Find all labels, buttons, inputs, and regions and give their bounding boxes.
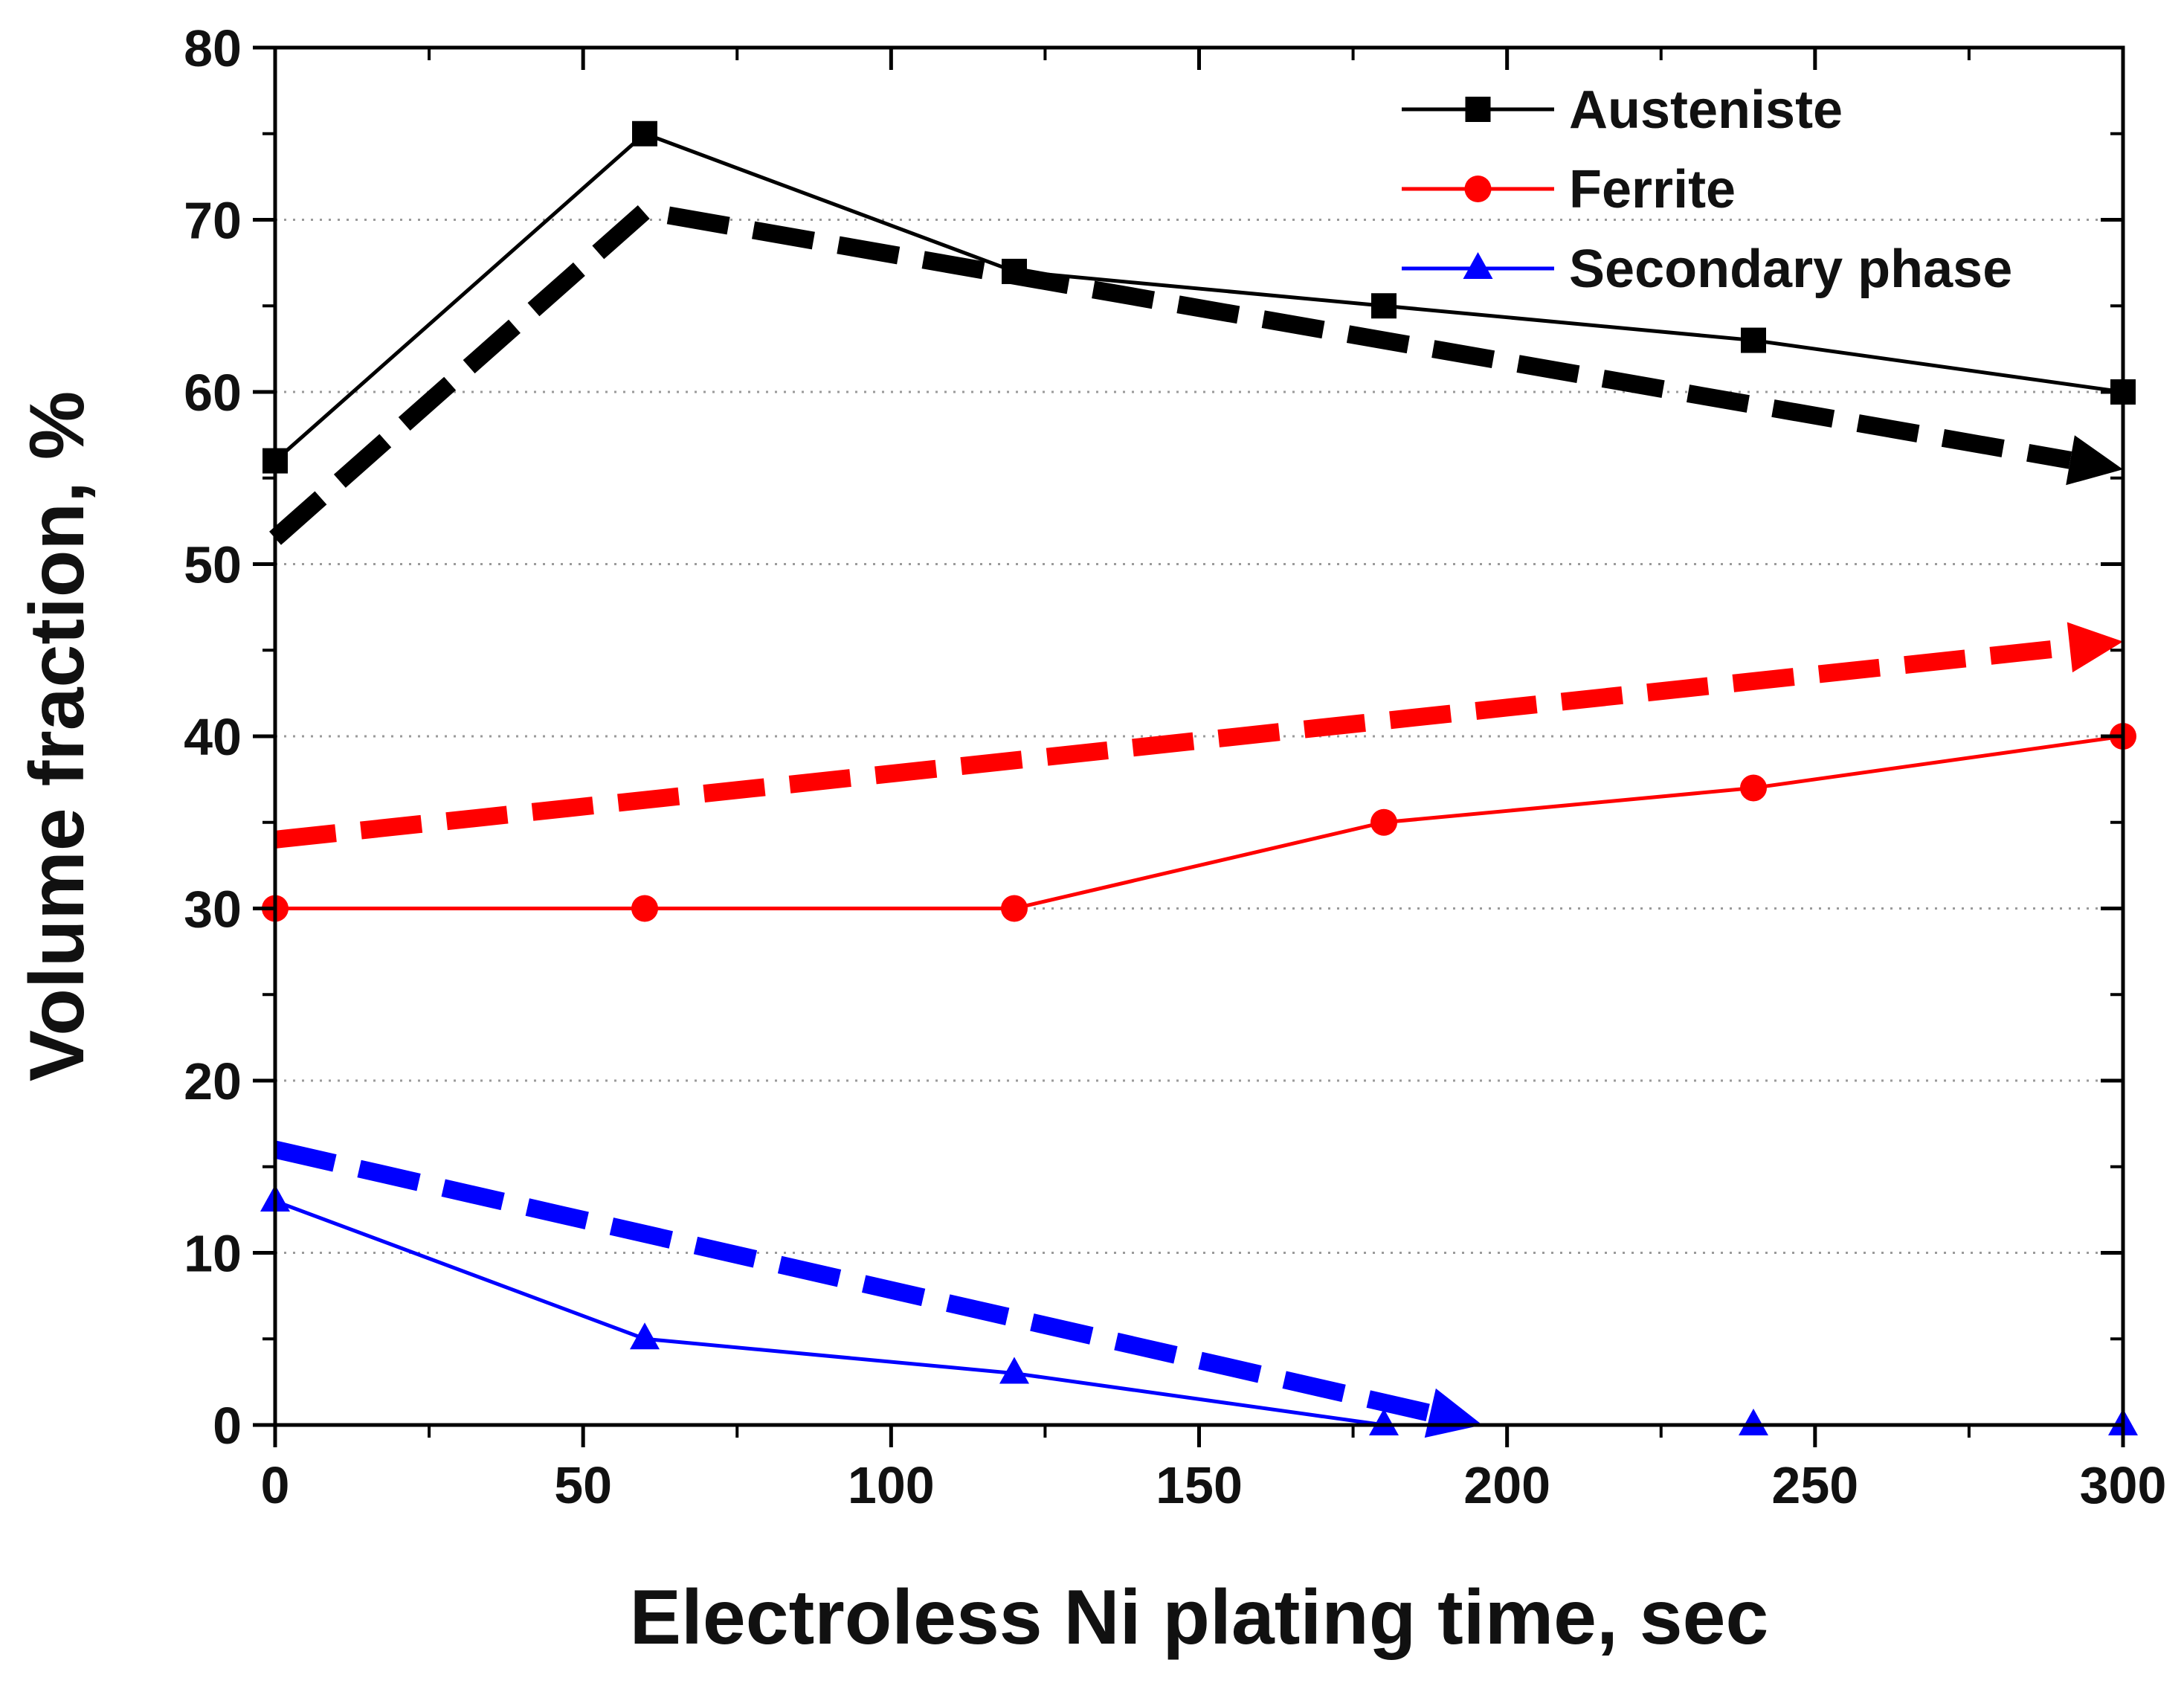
data-point-2 [1739,1409,1768,1435]
trend-arrow-head-0 [2066,435,2123,486]
trend-arrow-head-1 [2067,622,2123,673]
y-tick-label: 50 [184,536,242,594]
series-line-2 [274,1199,2123,1427]
legend-label-0: Austeniste [1569,80,1843,140]
trend-arrow-head-2 [1424,1388,1483,1438]
x-tick-label: 100 [848,1456,935,1514]
legend-label-1: Ferrite [1569,160,1736,219]
data-point-2 [1369,1409,1399,1435]
axis-ticks: 0 50 100 150 200 250 300 0 10 20 30 40 50 60 70 80 [184,19,2166,1514]
legend: Austeniste Ferrite Secondary phase [1402,80,2012,299]
data-point-0 [1002,258,1027,284]
x-tick-label: 150 [1156,1456,1243,1514]
legend-marker-1 [1464,176,1492,202]
data-point-0 [1741,327,1766,353]
series-1 [262,723,2136,922]
y-tick-label: 0 [213,1397,242,1455]
series-line-1 [275,734,2124,910]
x-tick-label: 0 [261,1456,290,1514]
x-tick-label: 250 [1771,1456,1858,1514]
data-point-1 [1001,895,1028,922]
y-tick-label: 20 [184,1052,242,1110]
series-2 [260,1185,2138,1435]
data-point-0 [632,120,657,147]
data-point-0 [1371,293,1397,319]
y-tick-label: 40 [184,708,242,766]
x-tick-label: 50 [554,1456,612,1514]
data-point-2 [630,1322,660,1350]
series-line-0 [274,131,2124,463]
y-axis-title: Volume fraction, % [14,391,100,1081]
data-point-2 [999,1357,1029,1384]
y-tick-label: 30 [184,881,242,939]
legend-label-2: Secondary phase [1569,239,2012,299]
y-tick-label: 60 [184,364,242,422]
trend-arrow-line-1 [274,638,2071,849]
y-tick-label: 70 [184,192,242,250]
x-tick-label: 200 [1463,1456,1550,1514]
data-point-1 [631,895,658,922]
data-point-1 [1740,774,1767,802]
y-tick-label: 80 [184,19,242,77]
legend-marker-0 [1465,97,1491,122]
legend-marker-2 [1463,252,1493,279]
x-axis-title: Electroless Ni plating time, sec [630,1574,1769,1661]
gridlines [275,219,2123,1254]
data-point-1 [1370,808,1397,836]
trend-arrow-line-2 [273,1140,1433,1422]
x-tick-label: 300 [2080,1456,2167,1514]
data-series [260,120,2138,1435]
y-tick-label: 10 [184,1225,242,1283]
